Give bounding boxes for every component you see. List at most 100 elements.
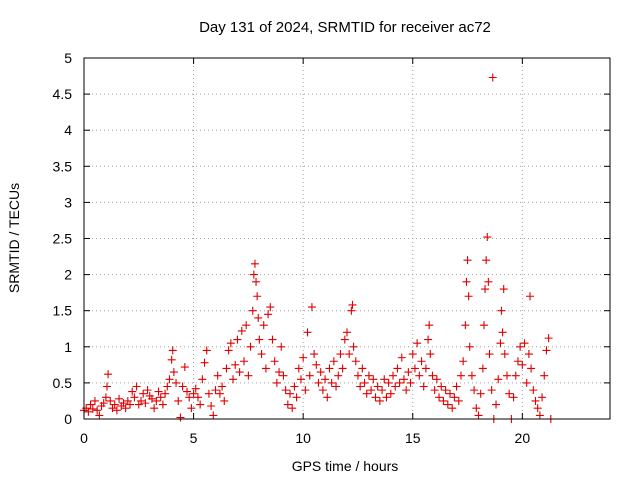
data-point bbox=[463, 256, 472, 265]
data-point bbox=[452, 382, 461, 391]
data-point bbox=[487, 386, 496, 395]
data-point bbox=[147, 394, 156, 403]
data-point bbox=[257, 350, 266, 359]
data-point bbox=[296, 375, 305, 384]
data-point bbox=[470, 386, 479, 395]
data-point bbox=[237, 326, 246, 335]
data-point bbox=[413, 339, 422, 348]
data-point bbox=[380, 375, 389, 384]
x-tick-label: 0 bbox=[80, 430, 88, 446]
data-point bbox=[200, 358, 209, 367]
data-point bbox=[492, 400, 501, 409]
data-point bbox=[279, 371, 288, 380]
data-point bbox=[187, 404, 196, 413]
data-point bbox=[349, 342, 358, 351]
data-point bbox=[397, 353, 406, 362]
data-point bbox=[143, 386, 152, 395]
data-point bbox=[435, 393, 444, 402]
data-point bbox=[389, 371, 398, 380]
data-point bbox=[310, 350, 319, 359]
data-point bbox=[183, 387, 192, 396]
data-point bbox=[275, 368, 284, 377]
data-point bbox=[485, 350, 494, 359]
data-point bbox=[497, 306, 506, 315]
data-point bbox=[430, 386, 439, 395]
data-point bbox=[242, 321, 251, 330]
data-point bbox=[500, 350, 509, 359]
data-point bbox=[246, 342, 255, 351]
data-point bbox=[301, 386, 310, 395]
data-point bbox=[439, 396, 448, 405]
data-point bbox=[259, 321, 268, 330]
y-tick-label: 1.5 bbox=[53, 303, 73, 319]
data-point bbox=[358, 364, 367, 373]
data-point bbox=[139, 389, 148, 398]
data-point bbox=[408, 350, 417, 359]
data-point bbox=[343, 328, 351, 337]
data-point bbox=[334, 371, 343, 380]
data-point bbox=[323, 393, 332, 402]
data-point bbox=[86, 400, 95, 409]
data-point bbox=[196, 400, 205, 409]
data-point bbox=[312, 360, 321, 369]
data-point bbox=[163, 382, 172, 391]
data-point bbox=[404, 368, 413, 377]
data-point bbox=[538, 393, 547, 402]
data-point bbox=[348, 300, 357, 309]
data-point bbox=[290, 382, 299, 391]
data-point bbox=[544, 334, 553, 343]
data-point bbox=[325, 364, 334, 373]
data-point bbox=[516, 342, 525, 351]
data-point bbox=[494, 375, 503, 384]
data-point bbox=[268, 335, 277, 344]
data-point bbox=[393, 364, 402, 373]
data-point bbox=[165, 375, 174, 384]
data-point bbox=[384, 378, 393, 387]
data-point bbox=[465, 342, 474, 351]
y-tick-label: 2.5 bbox=[53, 231, 73, 247]
data-point bbox=[207, 402, 216, 411]
data-point bbox=[535, 411, 544, 420]
data-point bbox=[180, 363, 189, 372]
y-tick-label: 0.5 bbox=[53, 375, 73, 391]
data-point bbox=[110, 400, 119, 409]
data-point bbox=[483, 233, 492, 242]
data-point bbox=[391, 382, 400, 391]
data-point bbox=[176, 413, 185, 422]
data-point bbox=[307, 303, 316, 312]
data-point bbox=[292, 393, 301, 402]
data-point bbox=[277, 342, 286, 351]
data-point bbox=[318, 386, 327, 395]
data-point bbox=[198, 375, 207, 384]
data-point bbox=[95, 411, 104, 420]
y-tick-label: 5 bbox=[64, 50, 72, 66]
data-point bbox=[266, 303, 275, 312]
data-point bbox=[128, 387, 137, 396]
data-point bbox=[90, 396, 99, 405]
data-point bbox=[104, 370, 113, 379]
data-point bbox=[233, 335, 242, 344]
data-point bbox=[222, 364, 231, 373]
data-point bbox=[399, 375, 408, 384]
data-point bbox=[152, 396, 161, 405]
data-point bbox=[467, 371, 476, 380]
data-point bbox=[303, 328, 312, 337]
data-point bbox=[375, 396, 384, 405]
data-point bbox=[373, 382, 382, 391]
data-point bbox=[531, 396, 540, 405]
data-point bbox=[462, 277, 471, 286]
data-point bbox=[126, 400, 135, 409]
data-point bbox=[417, 357, 426, 366]
data-point bbox=[264, 310, 273, 319]
data-point bbox=[382, 393, 391, 402]
data-point bbox=[362, 389, 371, 398]
data-point bbox=[254, 313, 263, 322]
data-point bbox=[360, 378, 369, 387]
data-point bbox=[472, 404, 481, 413]
data-point bbox=[386, 389, 395, 398]
data-point bbox=[253, 292, 262, 301]
data-point bbox=[103, 382, 112, 391]
data-point bbox=[356, 382, 365, 391]
data-point bbox=[474, 411, 483, 420]
